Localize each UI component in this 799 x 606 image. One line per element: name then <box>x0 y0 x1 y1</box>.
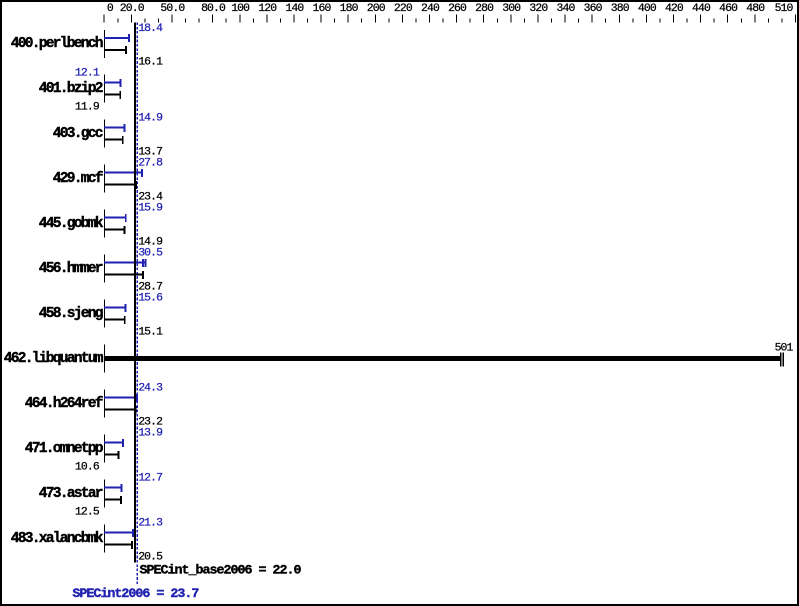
svg-text:15.9: 15.9 <box>138 202 163 215</box>
svg-text:20.5: 20.5 <box>138 550 163 563</box>
svg-text:50.0: 50.0 <box>160 2 185 15</box>
svg-text:15.6: 15.6 <box>138 292 163 305</box>
svg-text:15.1: 15.1 <box>138 325 163 338</box>
svg-text:429.mcf: 429.mcf <box>53 171 103 187</box>
svg-text:11.9: 11.9 <box>75 101 100 114</box>
svg-text:400: 400 <box>638 2 657 15</box>
svg-text:14.9: 14.9 <box>138 236 163 249</box>
svg-text:501: 501 <box>775 342 794 355</box>
svg-text:260: 260 <box>448 2 467 15</box>
svg-text:160: 160 <box>313 2 332 15</box>
svg-text:220: 220 <box>394 2 413 15</box>
svg-text:340: 340 <box>557 2 576 15</box>
svg-text:464.h264ref: 464.h264ref <box>25 396 103 412</box>
svg-text:380: 380 <box>611 2 630 15</box>
svg-text:SPECint2006 = 23.7: SPECint2006 = 23.7 <box>72 587 199 602</box>
svg-text:12.1: 12.1 <box>75 67 100 80</box>
svg-text:400.perlbench: 400.perlbench <box>11 36 103 52</box>
svg-text:140: 140 <box>285 2 304 15</box>
svg-text:480: 480 <box>746 2 765 15</box>
svg-text:473.astar: 473.astar <box>39 486 103 502</box>
svg-text:SPECint_base2006 = 22.0: SPECint_base2006 = 22.0 <box>140 564 302 579</box>
svg-text:80.0: 80.0 <box>201 2 226 15</box>
svg-text:462.libquantum: 462.libquantum <box>4 351 104 367</box>
svg-text:510: 510 <box>775 2 794 15</box>
svg-text:18.4: 18.4 <box>138 22 163 35</box>
svg-text:420: 420 <box>665 2 684 15</box>
svg-text:360: 360 <box>584 2 603 15</box>
svg-text:21.3: 21.3 <box>138 517 163 530</box>
svg-text:300: 300 <box>502 2 521 15</box>
svg-text:460: 460 <box>719 2 738 15</box>
svg-text:200: 200 <box>367 2 386 15</box>
svg-text:20.0: 20.0 <box>120 2 145 15</box>
svg-text:0: 0 <box>107 2 114 15</box>
svg-text:10.6: 10.6 <box>75 460 100 473</box>
svg-text:440: 440 <box>692 2 711 15</box>
svg-text:403.gcc: 403.gcc <box>53 126 103 142</box>
svg-text:120: 120 <box>258 2 277 15</box>
svg-text:13.9: 13.9 <box>138 427 163 440</box>
svg-text:458.sjeng: 458.sjeng <box>39 306 103 322</box>
svg-text:401.bzip2: 401.bzip2 <box>39 81 103 97</box>
svg-text:320: 320 <box>529 2 548 15</box>
svg-text:30.5: 30.5 <box>138 247 163 260</box>
svg-text:483.xalancbmk: 483.xalancbmk <box>11 531 104 547</box>
svg-text:13.7: 13.7 <box>138 146 162 159</box>
svg-text:456.hmmer: 456.hmmer <box>39 261 103 277</box>
svg-text:24.3: 24.3 <box>138 382 163 395</box>
svg-text:180: 180 <box>340 2 359 15</box>
svg-text:12.5: 12.5 <box>75 505 100 518</box>
svg-text:12.7: 12.7 <box>138 472 162 485</box>
svg-text:28.7: 28.7 <box>138 281 162 294</box>
svg-text:100: 100 <box>231 2 250 15</box>
svg-text:445.gobmk: 445.gobmk <box>39 216 104 232</box>
svg-text:471.omnetpp: 471.omnetpp <box>25 441 104 457</box>
svg-text:240: 240 <box>421 2 440 15</box>
svg-text:27.8: 27.8 <box>138 157 163 170</box>
svg-text:23.2: 23.2 <box>138 415 163 428</box>
svg-text:14.9: 14.9 <box>138 112 163 125</box>
svg-text:23.4: 23.4 <box>138 191 163 204</box>
svg-text:280: 280 <box>475 2 494 15</box>
svg-text:16.1: 16.1 <box>138 56 163 69</box>
